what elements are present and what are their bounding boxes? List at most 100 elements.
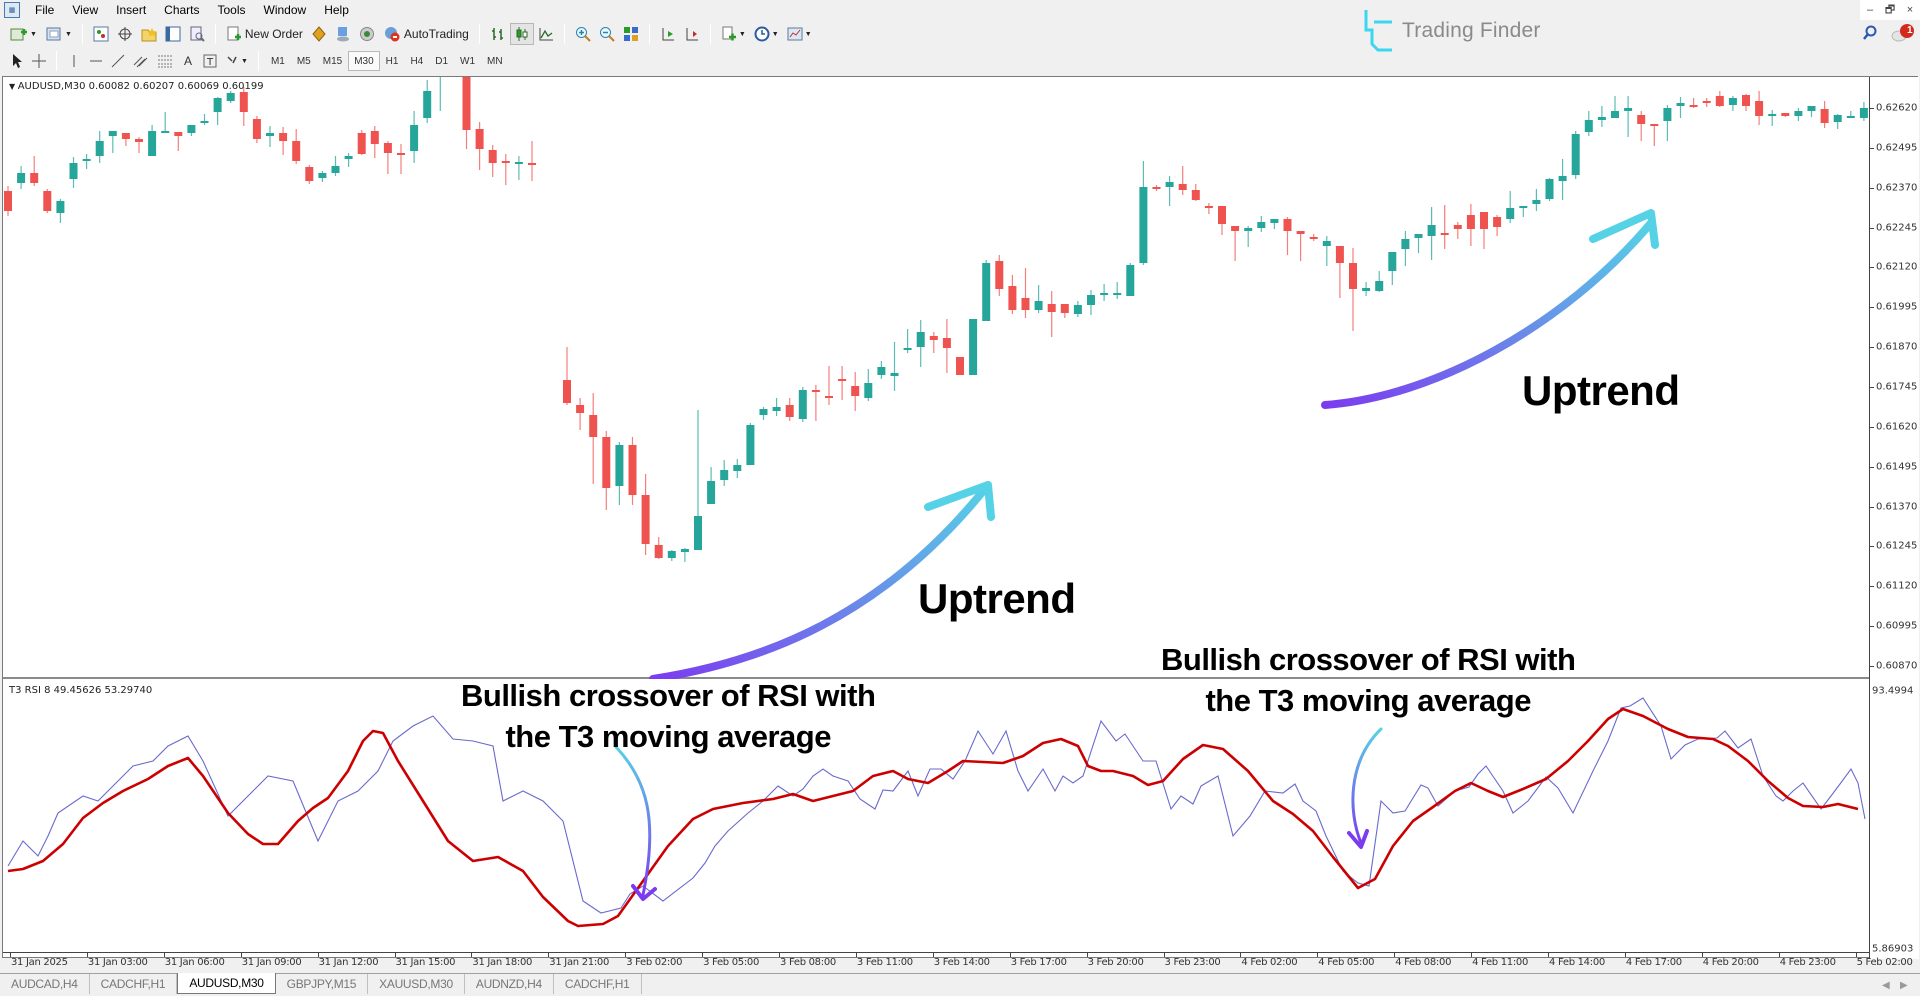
crosshair-tool-icon[interactable]	[28, 50, 50, 72]
time-tick	[1471, 952, 1473, 957]
tab-audcad-h4[interactable]: AUDCAD,H4	[0, 974, 90, 994]
timeframe-d1[interactable]: D1	[435, 55, 449, 67]
menu-insert[interactable]: Insert	[116, 3, 147, 17]
new-chart-button[interactable]: ▼	[6, 23, 41, 45]
market-watch-icon[interactable]	[89, 23, 113, 45]
timeframe-m1[interactable]: M1	[270, 55, 285, 67]
price-label: 0.62370	[1876, 182, 1918, 194]
trendline-icon[interactable]	[107, 50, 129, 72]
line-chart-icon[interactable]	[534, 23, 558, 45]
time-label: 5 Feb 02:00	[1856, 957, 1913, 968]
metaeditor-icon[interactable]	[307, 23, 331, 45]
chart-tabs: AUDCAD,H4 CADCHF,H1 AUDUSD,M30 GBPJPY,M1…	[0, 973, 1920, 996]
tile-windows-icon[interactable]	[619, 23, 643, 45]
price-tick	[1870, 227, 1874, 229]
price-label: 0.61745	[1876, 381, 1918, 393]
periods-button[interactable]: ▼	[750, 23, 783, 45]
time-tick	[86, 952, 88, 957]
bar-chart-icon[interactable]	[486, 23, 510, 45]
vertical-line-icon[interactable]	[63, 50, 85, 72]
minimize-button[interactable]: ‒	[1866, 4, 1874, 16]
time-tick	[1086, 952, 1088, 957]
price-label: 0.61995	[1876, 301, 1918, 313]
timeframe-m30[interactable]: M30	[348, 51, 380, 71]
chart-shift-icon[interactable]	[656, 23, 680, 45]
price-label: 0.60870	[1876, 660, 1918, 672]
price-label: 0.60995	[1876, 620, 1918, 632]
menu-view[interactable]: View	[72, 3, 99, 17]
cursor-icon[interactable]	[6, 50, 28, 72]
tab-audusd-m30[interactable]: AUDUSD,M30	[177, 973, 276, 994]
strategy-tester-icon[interactable]	[185, 23, 209, 45]
time-tick	[855, 952, 857, 957]
menu-help[interactable]: Help	[324, 3, 349, 17]
rsi-legend: T3 RSI 8 49.45626 53.29740	[9, 685, 153, 696]
time-label: 4 Feb 14:00	[1549, 957, 1605, 968]
tab-gbpjpy-m15[interactable]: GBPJPY,M15	[276, 974, 369, 994]
zoom-out-icon[interactable]	[595, 23, 619, 45]
tabs-scroll-right[interactable]: ▶	[1900, 980, 1908, 991]
timeframe-m5[interactable]: M5	[296, 55, 311, 67]
price-tick	[1870, 267, 1874, 269]
timeframe-w1[interactable]: W1	[460, 55, 476, 67]
menu-bar: ▦ File View Insert Charts Tools Window H…	[0, 0, 1920, 20]
equidistant-channel-icon[interactable]	[129, 50, 153, 72]
menu-window[interactable]: Window	[263, 3, 307, 17]
autotrading-button[interactable]: AutoTrading	[379, 23, 473, 45]
navigator-icon[interactable]	[137, 23, 161, 45]
signals-icon[interactable]	[331, 23, 355, 45]
rsi-indicator-area[interactable]: T3 RSI 8 49.45626 53.29740 Bullish cross…	[3, 642, 1869, 952]
time-label: 3 Feb 11:00	[856, 957, 913, 968]
price-tick	[1870, 187, 1874, 189]
price-axis[interactable]: 0.62620 0.62495 0.62370 0.62245 0.62120 0.619…	[1869, 77, 1919, 959]
timeframe-h1[interactable]: H1	[385, 55, 399, 67]
new-order-button[interactable]: New Order	[222, 23, 307, 45]
market-icon[interactable]	[355, 23, 379, 45]
price-tick	[1870, 506, 1874, 508]
indicators-button[interactable]: ▼	[717, 23, 750, 45]
tab-cadchf-h1-2[interactable]: CADCHF,H1	[554, 974, 642, 994]
time-tick	[702, 952, 704, 957]
time-tick	[625, 952, 627, 957]
templates-button[interactable]: ▼	[783, 23, 816, 45]
time-label: 4 Feb 11:00	[1472, 957, 1529, 968]
search-icon[interactable]	[1860, 22, 1880, 44]
menu-file[interactable]: File	[35, 3, 55, 17]
timeframe-h4[interactable]: H4	[410, 55, 424, 67]
time-label: 3 Feb 23:00	[1164, 957, 1221, 968]
fibonacci-icon[interactable]	[153, 50, 177, 72]
terminal-icon[interactable]	[161, 23, 185, 45]
timeframe-mn[interactable]: MN	[487, 55, 503, 67]
price-tick	[1870, 546, 1874, 548]
notifications-icon[interactable]: 1	[1888, 22, 1918, 44]
text-label-icon[interactable]: T	[199, 50, 221, 72]
tab-xauusd-m30[interactable]: XAUUSD,M30	[368, 974, 465, 994]
crossover-annotation-1-line2: the T3 moving average	[505, 719, 831, 754]
price-chart-area[interactable]: ▼ AUDUSD,M30 0.60082 0.60207 0.60069 0.6…	[3, 77, 1869, 679]
candlestick-chart-icon[interactable]	[509, 23, 534, 45]
chart-legend: ▼ AUDUSD,M30 0.60082 0.60207 0.60069 0.6…	[9, 81, 264, 92]
close-button[interactable]: ×	[1906, 4, 1914, 16]
menu-tools[interactable]: Tools	[217, 3, 246, 17]
timeframe-m15[interactable]: M15	[322, 55, 343, 67]
tab-cadchf-h1[interactable]: CADCHF,H1	[90, 974, 178, 994]
time-axis-line	[3, 952, 1869, 953]
time-label: 31 Jan 15:00	[395, 957, 456, 968]
profiles-button[interactable]: ▼	[41, 23, 76, 45]
time-tick	[471, 952, 473, 957]
crossover-annotation-2-line1: Bullish crossover of RSI with	[1161, 642, 1576, 677]
zoom-in-icon[interactable]	[571, 23, 595, 45]
arrows-icon[interactable]: ▼	[221, 50, 252, 72]
menu-charts[interactable]: Charts	[164, 3, 200, 17]
price-tick	[1870, 386, 1874, 388]
chart-window[interactable]: ▼ AUDUSD,M30 0.60082 0.60207 0.60069 0.6…	[2, 76, 1919, 968]
crosshair-icon[interactable]	[113, 23, 137, 45]
horizontal-line-icon[interactable]	[85, 50, 107, 72]
tabs-scroll-left[interactable]: ◀	[1882, 980, 1890, 991]
autoscroll-icon[interactable]	[680, 23, 704, 45]
text-icon[interactable]: A	[183, 54, 192, 68]
time-label: 3 Feb 02:00	[626, 957, 683, 968]
tab-audnzd-h4[interactable]: AUDNZD,H4	[465, 974, 554, 994]
trading-finder-logo-icon	[1364, 10, 1392, 52]
restore-button[interactable]: 🗗	[1884, 3, 1896, 16]
